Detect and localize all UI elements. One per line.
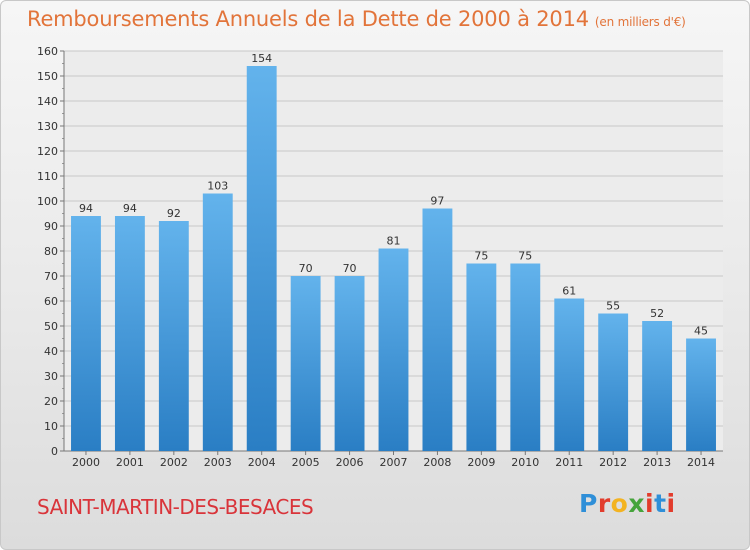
y-tick-label: 150	[37, 70, 58, 83]
y-tick-label: 100	[37, 195, 58, 208]
data-label: 55	[606, 300, 620, 313]
data-label: 75	[474, 250, 488, 263]
logo-letter: o	[610, 489, 629, 518]
x-tick-label: 2013	[643, 456, 671, 469]
x-tick-label: 2006	[336, 456, 364, 469]
bar	[466, 263, 497, 451]
x-tick-label: 2009	[467, 456, 495, 469]
place-name: SAINT-MARTIN-DES-BESACES	[37, 495, 314, 519]
x-tick-label: 2007	[380, 456, 408, 469]
data-label: 94	[79, 202, 93, 215]
x-tick-label: 2000	[72, 456, 100, 469]
bar	[71, 216, 101, 451]
data-label: 70	[299, 262, 313, 275]
data-label: 70	[343, 262, 357, 275]
logo-letter: i	[645, 489, 655, 518]
bar	[422, 208, 453, 451]
x-tick-label: 2012	[599, 456, 627, 469]
y-tick-label: 160	[37, 45, 58, 58]
bar	[642, 321, 673, 451]
data-label: 94	[123, 202, 137, 215]
chart-title: Remboursements Annuels de la Dette de 20…	[27, 7, 686, 31]
y-tick-label: 140	[37, 95, 58, 108]
bar	[686, 338, 716, 451]
x-tick-label: 2003	[204, 456, 232, 469]
bar	[114, 216, 145, 451]
y-tick-label: 0	[51, 445, 58, 458]
x-tick-label: 2008	[423, 456, 451, 469]
x-tick-label: 2005	[292, 456, 320, 469]
x-tick-label: 2011	[555, 456, 583, 469]
logo-letter: x	[628, 489, 645, 518]
y-tick-label: 70	[44, 270, 58, 283]
y-tick-label: 130	[37, 120, 58, 133]
proxiti-logo: Proxiti	[579, 489, 676, 518]
y-tick-label: 120	[37, 145, 58, 158]
y-tick-label: 80	[44, 245, 58, 258]
y-tick-label: 10	[44, 420, 58, 433]
x-tick-label: 2002	[160, 456, 188, 469]
data-label: 103	[207, 180, 228, 193]
bar	[510, 263, 541, 451]
x-tick-label: 2014	[687, 456, 715, 469]
bar	[290, 276, 321, 451]
data-label: 92	[167, 207, 181, 220]
y-tick-label: 110	[37, 170, 58, 183]
logo-letter: r	[597, 489, 611, 518]
bar	[334, 276, 365, 451]
y-tick-label: 90	[44, 220, 58, 233]
x-tick-label: 2001	[116, 456, 144, 469]
chart-unit: (en milliers d'€)	[594, 15, 686, 29]
logo-letter: t	[654, 489, 667, 518]
data-label: 97	[430, 195, 444, 208]
y-tick-label: 40	[44, 345, 58, 358]
bar	[158, 221, 189, 451]
x-tick-label: 2010	[511, 456, 539, 469]
y-tick-label: 50	[44, 320, 58, 333]
logo-letter: P	[579, 489, 598, 518]
data-label: 52	[650, 307, 664, 320]
bar	[378, 248, 409, 451]
data-label: 81	[387, 235, 401, 248]
logo-letter: i	[666, 489, 676, 518]
chart-title-text: Remboursements Annuels de la Dette de 20…	[27, 7, 589, 31]
y-tick-label: 30	[44, 370, 58, 383]
data-label: 45	[694, 325, 708, 338]
y-tick-label: 20	[44, 395, 58, 408]
y-tick-label: 60	[44, 295, 58, 308]
x-tick-label: 2004	[248, 456, 276, 469]
data-label: 154	[251, 52, 272, 65]
bar	[554, 298, 585, 451]
bar	[598, 313, 629, 451]
bar	[246, 66, 277, 451]
bar	[202, 193, 233, 451]
data-label: 75	[518, 250, 532, 263]
data-label: 61	[562, 285, 576, 298]
